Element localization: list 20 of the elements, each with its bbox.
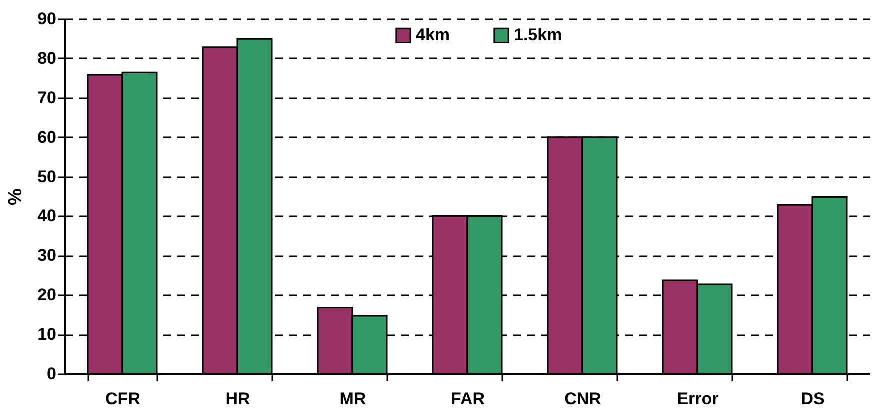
- x-tick-label: DS: [801, 390, 825, 408]
- y-tick-label: 60: [38, 128, 56, 147]
- x-tick-label: FAR: [451, 390, 485, 408]
- x-tick-label: CNR: [564, 390, 602, 408]
- x-tick-label: CFR: [106, 390, 140, 408]
- y-tick-label: 30: [38, 246, 56, 266]
- y-tick-label: 40: [38, 206, 56, 226]
- y-tick-label: 10: [38, 325, 56, 344]
- legend-label: 4km: [416, 26, 450, 45]
- y-tick-label: 0: [47, 364, 56, 384]
- y-tick-label: 70: [38, 88, 56, 108]
- legend-label: 1.5km: [514, 26, 562, 45]
- x-tick-label: Error: [677, 390, 720, 408]
- x-tick-label: HR: [226, 390, 250, 408]
- x-tick-label: MR: [340, 390, 366, 408]
- y-axis-title: %: [6, 188, 27, 206]
- y-tick-label: 50: [38, 167, 56, 186]
- y-tick-label: 80: [38, 48, 56, 68]
- y-tick-label: 20: [38, 286, 56, 305]
- y-tick-label: 90: [38, 10, 56, 28]
